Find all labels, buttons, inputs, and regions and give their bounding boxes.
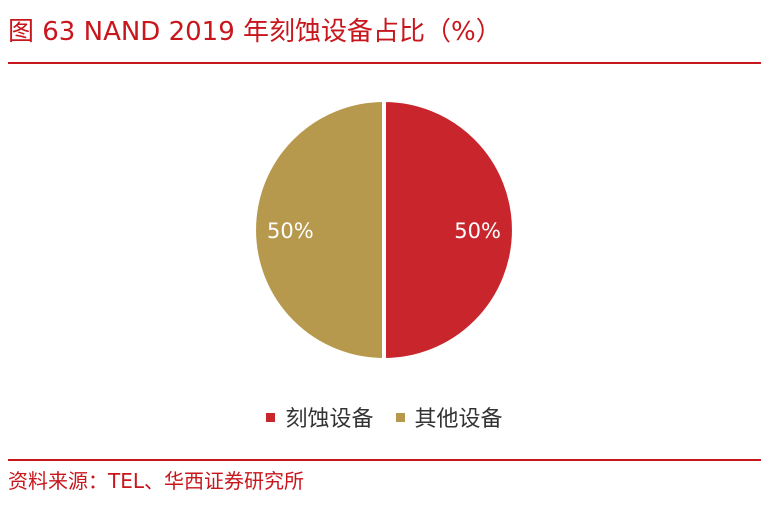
title-divider [8,62,761,64]
legend-item-etching: 刻蚀设备 [266,401,374,433]
legend-swatch-other [395,412,405,422]
chart-legend: 刻蚀设备 其他设备 [0,400,769,434]
pie-data-label-0: 50% [454,219,501,243]
pie-data-label-1: 50% [267,219,314,243]
pie-data-labels: 50% 50% [267,219,501,243]
legend-swatch-etching [266,412,276,422]
source-note: 资料来源：TEL、华西证券研究所 [8,469,304,493]
pie-slice-1 [252,97,386,363]
pie-slices [252,97,516,363]
pie-chart: 50% 50% [252,97,516,363]
figure-title: 图 63 NAND 2019 年刻蚀设备占比（%） [8,17,502,47]
source-divider [8,459,761,461]
legend-label-etching: 刻蚀设备 [285,407,374,432]
legend-label-other: 其他设备 [414,407,503,432]
pie-slice-0 [382,97,516,363]
legend-item-other: 其他设备 [395,401,503,433]
